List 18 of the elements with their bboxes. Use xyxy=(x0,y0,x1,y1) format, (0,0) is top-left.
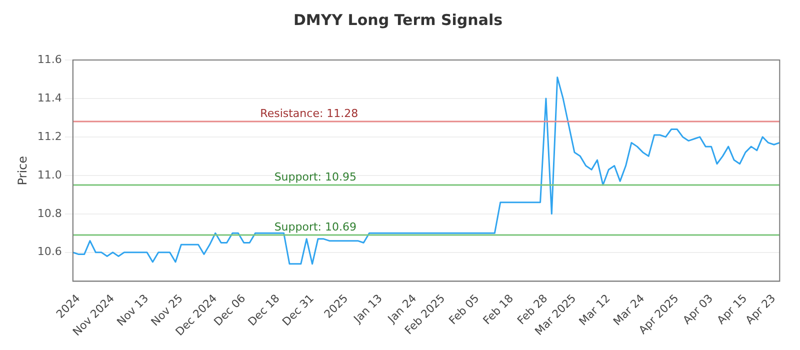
x-tick-label: Jan 13 xyxy=(350,292,385,326)
x-tick-label: Feb 18 xyxy=(480,292,516,328)
ref-line-label: Support: 10.95 xyxy=(274,170,357,184)
y-tick-label: 11.0 xyxy=(37,168,62,182)
y-tick-label: 11.4 xyxy=(37,91,62,104)
x-tick-label: Dec 18 xyxy=(246,292,282,328)
y-tick-label: 11.2 xyxy=(37,130,62,143)
y-tick-label: 11.6 xyxy=(37,52,62,66)
y-tick-label: 10.8 xyxy=(37,206,62,220)
x-tick-label: Apr 03 xyxy=(680,292,716,327)
ref-line-label: Resistance: 11.28 xyxy=(260,106,358,120)
y-tick-label: 10.6 xyxy=(37,245,62,258)
chart-title: DMYY Long Term Signals xyxy=(293,10,503,29)
x-tick-label: Feb 05 xyxy=(446,292,482,328)
ref-line-label: Support: 10.69 xyxy=(274,220,357,234)
x-tick-label: Mar 12 xyxy=(576,292,613,328)
x-tick-label: Dec 31 xyxy=(280,292,316,328)
y-axis-title: Price xyxy=(15,156,30,186)
